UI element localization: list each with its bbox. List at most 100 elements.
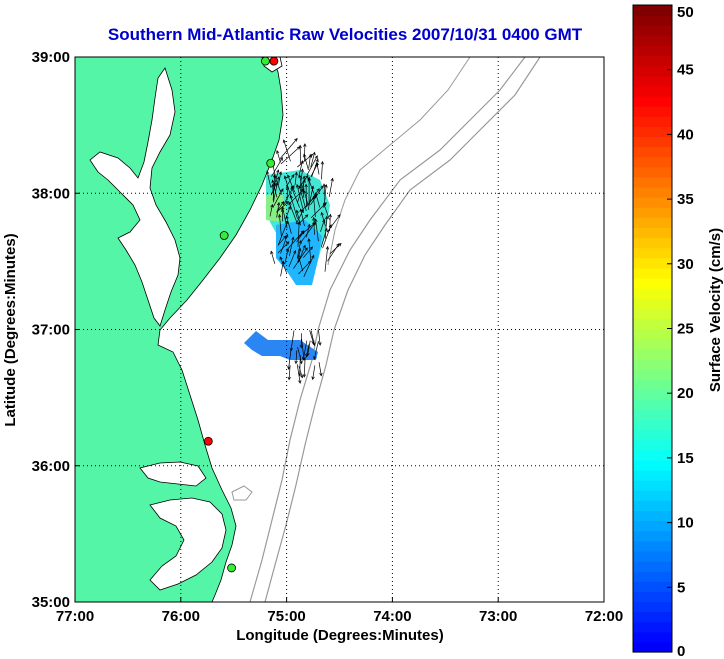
station-marker-green (219, 231, 229, 240)
x-axis-ticks: 77:00 76:00 75:00 74:00 73:00 72:00 (56, 597, 623, 625)
velocity-arrow (320, 211, 326, 227)
colorbar-tick-label: 35 (677, 191, 694, 208)
colorbar-swatch (633, 227, 672, 239)
velocity-arrow (320, 160, 325, 180)
colorbar-swatch (633, 358, 672, 370)
colorbar-swatch (633, 379, 672, 390)
colorbar-swatch (633, 389, 672, 400)
velocity-arrow (329, 242, 342, 255)
colorbar-swatch (633, 621, 672, 633)
velocity-arrow (294, 171, 298, 185)
colorbar-tick-label: 25 (677, 321, 694, 338)
velocity-arrow (312, 195, 316, 218)
colorbar-swatch (633, 186, 672, 198)
colorbar-swatch (633, 459, 672, 471)
colorbar-swatch (633, 106, 672, 117)
velocity-arrow (269, 203, 274, 217)
velocity-arrow (298, 365, 304, 379)
velocity-arrow (272, 176, 280, 203)
velocity-arrow (271, 157, 283, 177)
x-tick-label: 74:00 (373, 608, 411, 625)
colorbar-swatch (633, 611, 672, 623)
colorbar-swatch (633, 95, 672, 107)
velocity-arrow (297, 247, 302, 262)
colorbar-swatch (633, 267, 672, 279)
y-tick-label: 38:00 (32, 185, 70, 202)
velocity-arrow (303, 143, 307, 161)
velocity-arrow (304, 183, 308, 208)
velocity-arrow (306, 340, 311, 357)
colorbar (633, 5, 672, 653)
x-tick-label: 75:00 (267, 608, 305, 625)
bathymetry-eddy (231, 485, 253, 501)
colorbar-swatch (633, 409, 672, 421)
colorbar-swatch (633, 571, 672, 582)
colorbar-swatch (633, 399, 672, 410)
colorbar-swatch (633, 591, 672, 603)
velocity-arrow (303, 254, 315, 277)
velocity-arrow (272, 188, 284, 208)
bathymetry-contour-slope (264, 57, 541, 602)
velocity-arrow (293, 247, 308, 269)
velocity-arrow (299, 208, 305, 227)
colorbar-swatch (633, 217, 672, 229)
velocity-arrow (285, 215, 292, 234)
y-axis-ticks: 39:00 38:00 37:00 36:00 35:00 (32, 49, 80, 611)
velocity-arrow (297, 220, 301, 247)
colorbar-swatch (633, 328, 672, 340)
velocity-arrow (288, 249, 297, 268)
velocity-arrow (287, 350, 292, 370)
colorbar-swatch (633, 631, 672, 643)
colorbar-tick-label: 45 (677, 62, 694, 79)
colorbar-tick-label: 5 (677, 579, 685, 596)
velocity-arrow (289, 236, 295, 257)
velocity-arrow (307, 177, 316, 197)
colorbar-swatch (633, 75, 672, 87)
bathymetry-contour-shelf (249, 57, 526, 602)
velocity-arrow (277, 201, 290, 212)
velocity-arrow (296, 230, 305, 243)
colorbar-tick-label: 0 (677, 643, 685, 659)
velocity-arrow (277, 241, 290, 254)
velocity-arrow (302, 357, 306, 378)
colorbar-tick-label: 20 (677, 385, 694, 402)
station-marker-green (266, 158, 276, 168)
station-marker-red (203, 436, 213, 446)
colorbar-swatch (633, 257, 672, 269)
velocity-arrow (273, 169, 280, 189)
velocity-arrow (296, 222, 316, 239)
colorbar-swatch (633, 35, 672, 47)
velocity-arrow (298, 174, 305, 198)
velocity-arrow (281, 206, 288, 229)
velocity-arrow (318, 362, 323, 377)
velocity-arrow (296, 183, 304, 209)
colorbar-tick-label: 10 (677, 515, 694, 532)
station-marker-green (227, 563, 236, 573)
colorbar-swatch (633, 550, 672, 562)
velocity-patch-green (266, 192, 286, 222)
y-tick-label: 36:00 (32, 458, 70, 475)
colorbar-swatch (633, 15, 672, 26)
station-markers (203, 57, 279, 573)
velocity-arrow (271, 183, 275, 201)
chesapeake-bay (89, 67, 181, 327)
velocity-arrow (328, 177, 334, 198)
colorbar-swatch (633, 601, 672, 613)
velocity-arrow (287, 174, 295, 193)
colorbar-swatch (633, 237, 672, 249)
velocity-arrow (310, 163, 318, 177)
colorbar-swatch (633, 288, 672, 299)
colorbar-swatch (633, 156, 672, 168)
velocity-arrow (310, 330, 316, 347)
colorbar-tick-label: 50 (677, 4, 694, 21)
colorbar-swatch (633, 368, 672, 380)
colorbar-swatch (633, 449, 672, 461)
colorbar-swatch (633, 470, 672, 481)
velocity-arrow (265, 170, 272, 188)
colorbar-swatch (633, 500, 672, 512)
colorbar-swatch (633, 277, 672, 289)
colorbar-swatch (633, 55, 672, 67)
albemarle-sound (139, 461, 207, 487)
pamlico-sound (149, 497, 227, 591)
